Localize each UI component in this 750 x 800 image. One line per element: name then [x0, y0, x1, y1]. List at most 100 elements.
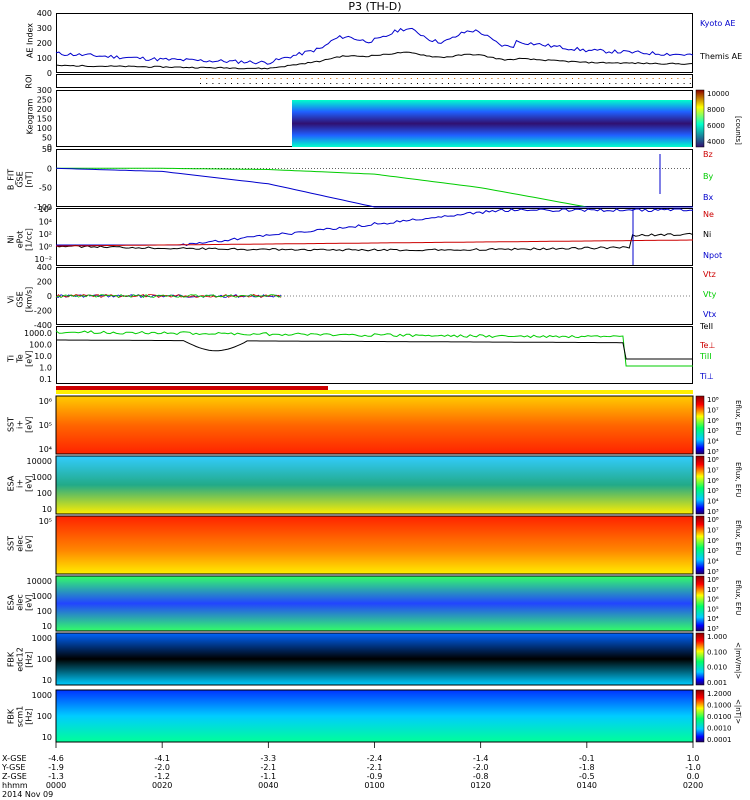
roi-dot [286, 83, 288, 84]
ytick-temp: 10.0 [34, 352, 52, 361]
cbtick-esa_i: 10⁵ [707, 487, 719, 495]
ytick-density: 10² [39, 230, 52, 239]
roi-dot [553, 78, 555, 79]
roi-dot [553, 83, 555, 84]
cbtick-esa_i: 10³ [707, 508, 719, 516]
roi-dot [336, 78, 338, 79]
cbtick-fbk_e: 0.100 [707, 648, 727, 656]
ytick-keogram: 200 [37, 105, 52, 114]
roi-dot [634, 78, 635, 79]
footer-row-label: hhmm [2, 781, 28, 790]
series-themis-ae [55, 51, 694, 70]
ytick-bfit: 50 [42, 145, 52, 154]
roi-dot [503, 83, 505, 84]
ytick-density: 10⁴ [39, 218, 52, 227]
cbtick-sst_e: 10⁶ [707, 537, 719, 545]
ytick-velocity: 0 [47, 292, 52, 301]
colorbar-fbk_b [695, 689, 705, 743]
roi-dot [206, 83, 208, 84]
roi-dot [516, 83, 518, 84]
series-kyoto-ae [55, 27, 694, 65]
roi-dot [330, 78, 332, 79]
ytick-ae: 300 [37, 24, 52, 33]
ytick-fbk_e: 100 [37, 655, 52, 664]
roi-dot [497, 83, 499, 84]
colorbar-keogram [695, 89, 705, 148]
legend-bz: Bz [703, 150, 713, 159]
roi-dot [646, 83, 648, 84]
mode-bar-yellow [56, 390, 693, 394]
roi-dot [262, 78, 263, 79]
roi-dot [603, 83, 604, 84]
ytick-esa_e: 100 [37, 607, 52, 616]
roi-dot [547, 83, 549, 84]
footer-tick-y: -1.0 [685, 763, 701, 772]
ytick-sst_i: 10⁵ [39, 421, 52, 430]
roi-dot [634, 83, 635, 84]
roi-dot [578, 78, 580, 79]
roi-dot [578, 83, 580, 84]
roi-dot [671, 78, 673, 79]
roi-dot [367, 78, 369, 79]
roi-dot [255, 78, 257, 79]
roi-dot [528, 78, 530, 79]
colorbar-fbk_e [695, 632, 705, 686]
cbtick-sst_e: 10⁷ [707, 526, 719, 534]
legend-ni: Ni [703, 230, 712, 239]
footer-tick-z: -0.5 [579, 772, 595, 781]
cb-label-esa-e: Eflux, EFU [734, 580, 742, 616]
spectrogram-sst_i [55, 395, 694, 455]
series-vty [55, 293, 282, 298]
roi-dot [404, 78, 406, 79]
ytick-keogram: 0 [47, 143, 52, 152]
spectrogram-sst_e [55, 515, 694, 575]
roi-dot [448, 83, 449, 84]
roi-dot [311, 78, 313, 79]
footer-tick-y: -2.0 [154, 763, 170, 772]
panel-temp [56, 326, 693, 384]
roi-dot [541, 78, 542, 79]
ytick-esa_i: 10 [42, 505, 52, 514]
ytick-density: 10⁶ [39, 205, 52, 214]
mode-bar-red [56, 386, 328, 390]
footer-tick-t: 0020 [151, 781, 173, 790]
roi-dot [547, 78, 549, 79]
spectrogram-fbk_e [55, 632, 694, 686]
roi-dot [293, 83, 294, 84]
ytick-ae: 200 [37, 39, 52, 48]
roi-dot [683, 78, 685, 79]
roi-dot [224, 78, 226, 79]
roi-dot [417, 78, 418, 79]
roi-dot [286, 78, 288, 79]
roi-dot [324, 83, 325, 84]
cbtick-sst_i: 10⁸ [707, 396, 719, 404]
ytick-velocity: 400 [37, 263, 52, 272]
roi-dot [231, 83, 232, 84]
footer-tick-x: -0.1 [579, 754, 595, 763]
roi-dot [330, 83, 332, 84]
cbtick-keogram: 10000 [707, 90, 729, 98]
roi-dot [379, 83, 381, 84]
ytick-esa_i: 10000 [27, 457, 52, 466]
ytick-ae: 400 [37, 9, 52, 18]
roi-dot [336, 83, 338, 84]
roi-dot [348, 78, 350, 79]
ytick-temp: 1000.0 [24, 329, 52, 338]
ytick-sst_e: 10⁵ [39, 517, 52, 526]
panel-roi [56, 74, 693, 88]
series-ni [55, 232, 694, 252]
cbtick-fbk_e: 0.001 [707, 679, 727, 687]
roi-dot [392, 78, 394, 79]
roi-dot [609, 78, 611, 79]
ytick-fbk_e: 10 [42, 676, 52, 685]
roi-dot [503, 78, 505, 79]
ytick-fbk_b: 100 [37, 712, 52, 721]
ytick-bfit: -50 [39, 184, 52, 193]
footer-tick-z: -0.8 [472, 772, 489, 781]
ytick-temp: 100.0 [29, 341, 52, 350]
cbtick-keogram: 8000 [707, 106, 725, 114]
legend-kyoto-ae: Kyoto AE [700, 19, 736, 28]
footer-tick-z: -1.3 [48, 772, 64, 781]
roi-dot [410, 83, 412, 84]
cbtick-esa_e: 10⁵ [707, 605, 719, 613]
